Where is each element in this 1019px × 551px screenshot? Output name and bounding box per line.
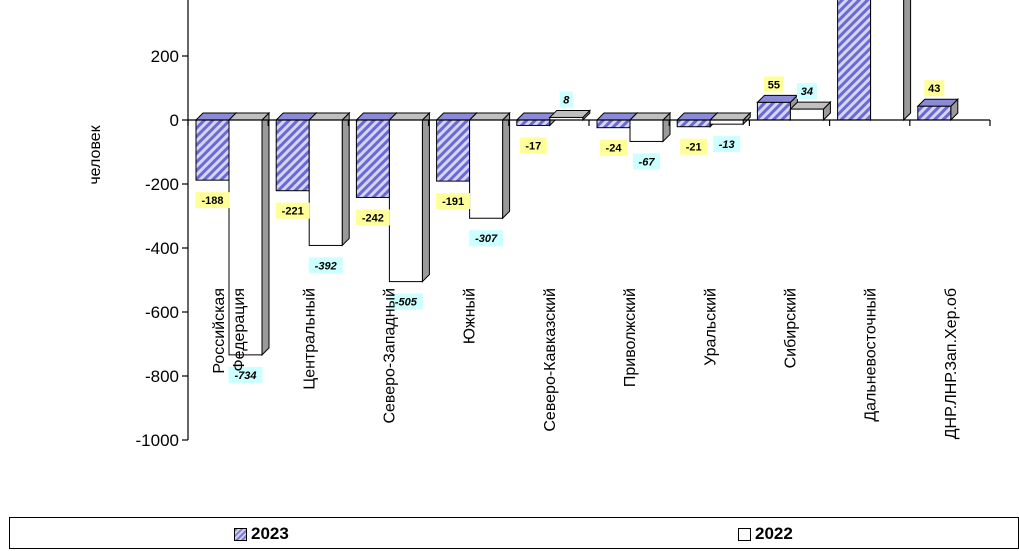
bar-top-2022 — [548, 109, 592, 118]
y-tick-label: 200 — [151, 47, 179, 66]
bar-side-2022 — [903, 0, 912, 122]
x-tick-label: Южный — [462, 288, 479, 344]
bar-top-2022 — [708, 112, 752, 121]
data-label-2022: -13 — [719, 139, 735, 151]
bar-2023 — [596, 119, 631, 129]
y-tick-label: 400 — [151, 0, 179, 2]
legend-label-2023: 2023 — [251, 524, 289, 543]
x-tick-label: Центральный — [301, 288, 318, 390]
data-label-bg-2023 — [355, 209, 390, 226]
bar-top-2022 — [388, 112, 431, 121]
bar-top-2023 — [916, 98, 960, 107]
bar-2023 — [917, 105, 952, 121]
legend-item-2023: 2023 — [234, 524, 289, 544]
bar-top-2022 — [789, 101, 832, 110]
data-label-2023: -21 — [686, 142, 702, 154]
legend-item-2022: 2022 — [738, 524, 793, 544]
bar-2023 — [837, 0, 872, 121]
plot-area: 6004002000-200-400-600-800-1000-188-221-… — [136, 0, 991, 450]
data-label-bg-2023 — [519, 137, 547, 154]
data-label-bg-2023 — [436, 193, 471, 210]
data-label-2023: -242 — [362, 212, 384, 224]
bar-top-2022 — [227, 112, 271, 121]
data-label-2022: 8 — [563, 94, 570, 106]
data-label-bg-2022 — [308, 257, 343, 274]
x-tick-label: Уральский — [702, 288, 719, 366]
bar-2022 — [228, 119, 263, 356]
bar-side-2022 — [261, 111, 270, 357]
data-label-2023: 43 — [928, 83, 940, 95]
y-tick-label: -600 — [145, 303, 179, 322]
data-label-2022: -67 — [639, 156, 656, 168]
bar-2023 — [195, 119, 230, 181]
bar-side-2022 — [502, 111, 511, 220]
x-tick-label: Приволжский — [622, 288, 639, 387]
data-label-bg-2023 — [195, 192, 230, 209]
bar-2022 — [629, 119, 664, 142]
bar-2023 — [756, 101, 791, 121]
data-label-bg-2022 — [228, 366, 263, 383]
data-label-bg-2022 — [633, 153, 660, 170]
data-label-2022: -734 — [234, 370, 256, 382]
bar-2023 — [676, 119, 711, 128]
bar-2022 — [789, 108, 824, 121]
x-tick-label: ДНР.ЛНР.Зап.Хер.об — [943, 288, 960, 439]
y-tick-label: -400 — [145, 239, 179, 258]
legend-swatch-2022 — [738, 527, 751, 541]
data-label-bg-2023 — [680, 138, 708, 155]
bar-2023 — [436, 119, 471, 182]
bar-top-2022 — [468, 112, 511, 121]
chart: человек 6004002000-200-400-600-800-1000-… — [87, 0, 991, 450]
legend-swatch-2023 — [234, 527, 247, 541]
data-label-2022: 34 — [801, 86, 813, 98]
data-label-2023: -24 — [606, 143, 623, 155]
legend-label-2022: 2022 — [755, 524, 793, 543]
data-label-bg-2022 — [469, 230, 504, 247]
bar-2023 — [355, 119, 390, 198]
x-tick-label: Дальневосточный — [863, 288, 880, 422]
y-tick-label: -200 — [145, 175, 179, 194]
data-label-bg-2022 — [388, 293, 423, 310]
data-label-2022: -392 — [315, 260, 337, 272]
data-label-bg-2023 — [763, 76, 784, 93]
data-label-2023: -221 — [282, 206, 304, 218]
data-label-bg-2023 — [275, 202, 310, 219]
data-label-bg-2022 — [559, 91, 573, 108]
data-label-bg-2023 — [924, 80, 945, 97]
bar-2022 — [469, 119, 504, 219]
bar-top-2022 — [628, 112, 672, 121]
bar-2023 — [275, 119, 310, 192]
bar-2022 — [870, 0, 905, 121]
y-axis-label: человек — [87, 124, 104, 184]
bar-2023 — [516, 119, 551, 126]
x-tick-label: Северо-Кавказский — [542, 288, 559, 432]
data-label-2023: 55 — [768, 79, 780, 91]
x-tick-label: Северо-Западный — [382, 288, 399, 424]
data-label-2023: -191 — [442, 196, 464, 208]
y-tick-label: -1000 — [136, 431, 179, 450]
bar-top-2022 — [307, 112, 351, 121]
x-tick-label: Сибирский — [783, 288, 800, 368]
bar-side-2022 — [421, 111, 430, 283]
bar-2022 — [388, 119, 423, 283]
data-label-2023: -188 — [201, 195, 223, 207]
bar-top-2023 — [756, 94, 799, 103]
bar-side-2022 — [341, 111, 350, 247]
legend: 2023 2022 — [9, 517, 1019, 549]
x-tick-label: Российская — [211, 288, 228, 374]
data-label-bg-2023 — [600, 139, 627, 156]
y-tick-label: 0 — [170, 111, 179, 130]
data-label-2022: -307 — [475, 233, 498, 245]
y-tick-label: -800 — [145, 367, 179, 386]
data-label-2022: -505 — [395, 297, 418, 309]
data-label-bg-2022 — [796, 83, 817, 100]
data-label-bg-2022 — [713, 136, 741, 153]
bar-2022 — [308, 119, 343, 246]
bar-2022 — [709, 119, 744, 125]
x-tick-label: Федерация — [231, 288, 248, 372]
data-label-2023: -17 — [525, 140, 541, 152]
